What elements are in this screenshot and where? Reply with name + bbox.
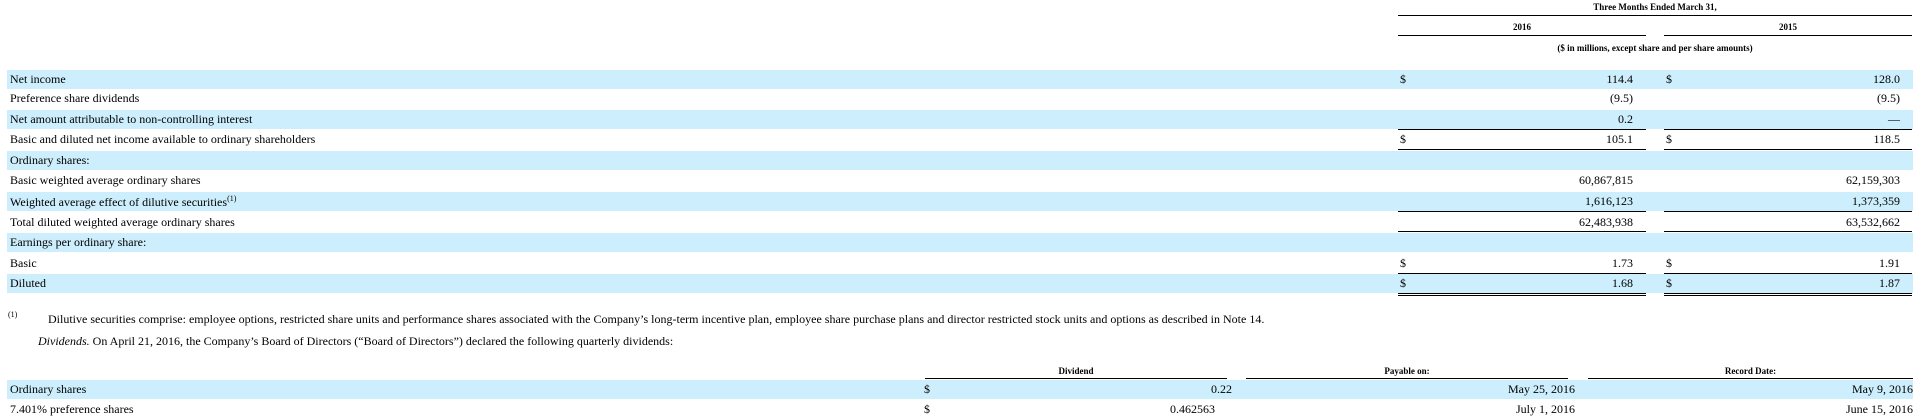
row-label: Total diluted weighted average ordinary … [10,215,235,229]
currency-symbol: $ [1400,256,1406,270]
eps-rule-2015 [1664,273,1912,274]
value-2015: — [1888,112,1900,126]
subtotal-rule-2015 [1664,211,1912,212]
currency-symbol: $ [1666,276,1672,290]
currency-symbol: $ [1666,72,1672,86]
value-2016: (9.5) [1610,91,1633,105]
units-note: ($ in millions, except share and per sha… [1557,43,1753,53]
currency-symbol: $ [1400,276,1406,290]
column-header-2015: 2015 [1779,22,1797,32]
currency-symbol: $ [924,382,930,396]
period-header: Three Months Ended March 31, [1593,2,1717,12]
row-label: Diluted [10,276,46,290]
table-row: Ordinary shares: [7,151,1913,170]
value-2016: 0.2 [1618,112,1633,126]
table-row: Basic and diluted net income available t… [7,130,1913,149]
currency-symbol: $ [1666,256,1672,270]
value-2016: 1.73 [1612,256,1633,270]
value-2015: 1.87 [1879,276,1900,290]
value-2016: 114.4 [1606,72,1633,86]
dividend-value: 0.462563 [1170,402,1215,416]
row-label: Basic and diluted net income available t… [10,132,316,146]
row-label: Ordinary shares [10,382,87,396]
value-2015: 1.91 [1879,256,1900,270]
table-row: Diluted $ 1.68 $ 1.87 [7,274,1913,293]
currency-symbol: $ [1666,132,1672,146]
column-rule-2015 [1664,35,1912,36]
payable-date: May 25, 2016 [1508,382,1575,396]
payable-header-rule [1246,378,1568,379]
value-2015: 118.5 [1873,132,1900,146]
table-row: Preference share dividends (9.5) (9.5) [7,89,1913,108]
value-2015: 63,532,662 [1846,215,1900,229]
row-label: Basic [10,256,37,270]
value-2016: 62,483,938 [1579,215,1633,229]
row-label: Net amount attributable to non-controlli… [10,112,253,126]
footnote-reference: (1) [227,194,237,203]
value-2015: 1,373,359 [1852,194,1900,208]
row-label: Preference share dividends [10,91,140,105]
subtotal-rule-2016 [1398,129,1646,130]
dividend-value: 0.22 [1211,382,1232,396]
value-2016: 1.68 [1612,276,1633,290]
footnote-text: Dilutive securities comprise: employee o… [48,312,1265,326]
value-2015: (9.5) [1877,91,1900,105]
value-2016: 60,867,815 [1579,173,1633,187]
total-double-rule-2016 [1398,231,1646,234]
currency-symbol: $ [1400,132,1406,146]
column-header-payable: Payable on: [1384,366,1430,376]
table-row: Total diluted weighted average ordinary … [7,213,1913,232]
paragraph-text: On April 21, 2016, the Company’s Board o… [89,334,674,348]
table-row: Earnings per ordinary share: [7,233,1913,252]
subtotal-rule-2015 [1664,129,1912,130]
value-2016: 105.1 [1606,132,1633,146]
row-label: Weighted average effect of dilutive secu… [10,194,237,209]
total-double-rule-2016 [1398,293,1646,296]
record-header-rule [1588,378,1913,379]
table-row: Net income $ 114.4 $ 128.0 [7,70,1913,89]
row-label: 7.401% preference shares [10,402,134,416]
value-2016: 1,616,123 [1585,194,1633,208]
total-double-rule-2016 [1398,149,1646,152]
total-double-rule-2015 [1664,149,1912,152]
subtotal-rule-2016 [1398,211,1646,212]
currency-symbol: $ [1400,72,1406,86]
eps-rule-2016 [1398,273,1646,274]
section-label: Earnings per ordinary share: [10,235,147,249]
total-double-rule-2015 [1664,293,1912,296]
value-2015: 128.0 [1873,72,1900,86]
column-rule-2016 [1398,35,1646,36]
payable-date: July 1, 2016 [1515,402,1575,416]
dividends-paragraph: Dividends. On April 21, 2016, the Compan… [38,334,673,349]
value-2015: 62,159,303 [1846,173,1900,187]
table-row: Ordinary shares $ 0.22 May 25, 2016 May … [7,380,1913,399]
table-row: 7.401% preference shares $ 0.462563 July… [7,400,1913,419]
row-label: Net income [10,72,66,86]
column-header-dividend: Dividend [1058,366,1094,376]
currency-symbol: $ [924,402,930,416]
record-date: June 15, 2016 [1846,402,1913,416]
header-rule [1398,15,1912,16]
table-row: Weighted average effect of dilutive secu… [7,192,1913,211]
dividend-header-rule [925,378,1227,379]
footnote-marker: (1) [8,310,18,319]
section-label: Ordinary shares: [10,153,90,167]
total-double-rule-2015 [1664,231,1912,234]
column-header-record: Record Date: [1724,366,1777,376]
column-header-2016: 2016 [1513,22,1531,32]
table-row: Basic weighted average ordinary shares 6… [7,171,1913,190]
table-row: Basic $ 1.73 $ 1.91 [7,254,1913,273]
record-date: May 9, 2016 [1852,382,1913,396]
paragraph-heading: Dividends. [38,334,90,348]
row-label: Basic weighted average ordinary shares [10,173,201,187]
table-row: Net amount attributable to non-controlli… [7,110,1913,129]
